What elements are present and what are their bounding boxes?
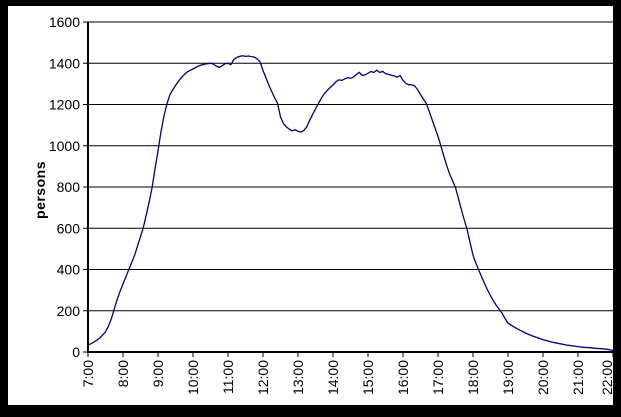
x-tick-label: 10:00	[185, 360, 201, 395]
y-tick-label: 200	[57, 303, 81, 319]
x-tick-label: 15:00	[360, 360, 376, 395]
chart-background	[8, 6, 613, 405]
x-tick-label: 12:00	[255, 360, 271, 395]
data-line-persons	[87, 55, 614, 352]
y-tick-label: 600	[57, 220, 81, 236]
y-tick-label: 400	[57, 262, 81, 278]
x-tick-label: 19:00	[500, 360, 516, 395]
x-tick-label: 22:00	[599, 360, 615, 395]
y-tick-label: 0	[72, 344, 80, 360]
y-tick-label: 1200	[49, 97, 80, 113]
x-tick-label: 16:00	[395, 360, 411, 395]
y-tick-label: 1000	[49, 138, 80, 154]
x-tick-label: 20:00	[535, 360, 551, 395]
x-tick-label: 11:00	[220, 360, 236, 394]
x-tick-label: 21:00	[570, 360, 586, 395]
y-tick-label: 800	[57, 179, 81, 195]
x-tick-label: 14:00	[325, 360, 341, 395]
x-tick-label: 8:00	[115, 360, 131, 387]
y-tick-label: 1600	[49, 14, 80, 30]
x-tick-label: 18:00	[465, 360, 481, 395]
x-tick-label: 17:00	[430, 360, 446, 395]
y-tick-label: 1400	[49, 55, 80, 71]
x-tick-label: 9:00	[150, 360, 166, 387]
y-axis-title: persons	[32, 161, 48, 219]
x-tick-label: 13:00	[290, 360, 306, 395]
x-tick-label: 7:00	[80, 360, 96, 387]
